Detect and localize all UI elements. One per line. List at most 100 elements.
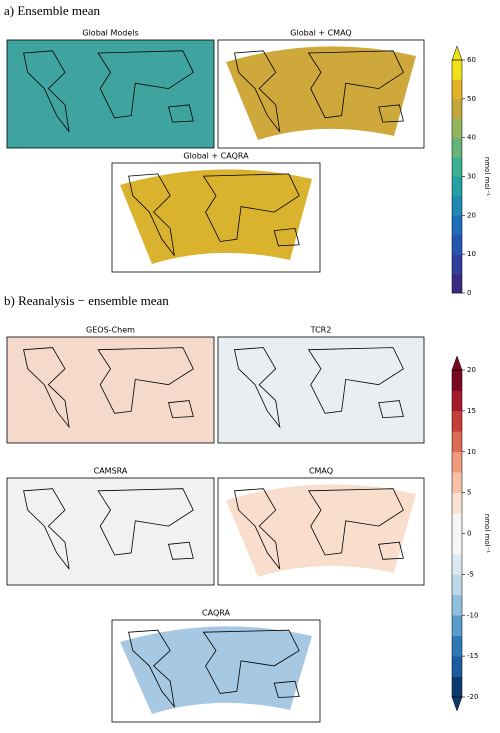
colorbar-swatch: [452, 137, 462, 158]
coastline: [97, 347, 194, 414]
colorbar-swatch: [452, 553, 462, 575]
coastline: [273, 680, 300, 698]
colorbar-swatch: [452, 118, 462, 138]
colorbar-extend: [451, 355, 463, 371]
coastline: [307, 347, 404, 414]
panel-title: Global Models: [82, 29, 138, 38]
panel-title: TCR2: [310, 326, 332, 335]
coastline: [23, 50, 70, 133]
panel-title: Global + CMAQ: [290, 29, 351, 38]
colorbar-swatch: [452, 676, 462, 698]
panel-frame: [6, 477, 215, 586]
coastline: [97, 488, 194, 556]
colorbar-swatch: [452, 656, 462, 677]
panel-frame: [6, 39, 215, 149]
colorbar-tick-label: 40: [467, 134, 476, 142]
coastline: [97, 50, 194, 119]
colorbar-swatch: [452, 410, 462, 432]
panel-frame: [217, 336, 425, 444]
colorbar-swatch: [452, 98, 462, 119]
colorbar-swatch: [452, 635, 462, 657]
coastline: [378, 541, 404, 560]
panel-title: CMAQ: [309, 467, 333, 476]
panel-frame: [111, 162, 321, 273]
map-field: [218, 337, 424, 443]
colorbar-swatch: [452, 615, 462, 636]
coastline: [23, 488, 70, 570]
coastline: [234, 50, 281, 133]
map-field: [7, 40, 214, 148]
colorbar-extend: [451, 696, 463, 712]
map-field: [226, 46, 416, 140]
colorbar-swatch: [452, 451, 462, 473]
colorbar-swatch: [452, 195, 462, 216]
coastline: [273, 227, 300, 247]
section-title: b) Reanalysis − ensemble mean: [4, 293, 169, 308]
section-title: a) Ensemble mean: [4, 3, 101, 18]
colorbar-swatch: [452, 79, 462, 100]
colorbar-label: nmol mol⁻¹: [483, 514, 491, 553]
panel-frame: [111, 619, 321, 723]
coastline: [167, 104, 194, 123]
colorbar-swatch: [452, 492, 462, 514]
coastline: [234, 488, 281, 570]
panel-frame: [6, 336, 215, 444]
colorbar-tick-label: -5: [467, 570, 474, 578]
coastline: [307, 488, 404, 556]
map-field: [7, 337, 214, 443]
colorbar-swatch: [452, 60, 462, 80]
colorbar-swatch: [452, 513, 462, 534]
colorbar-tick-label: -10: [467, 611, 478, 619]
colorbar-extend: [451, 45, 463, 61]
panel-frame: [217, 39, 425, 149]
coastline: [202, 173, 300, 242]
colorbar-swatch: [452, 273, 462, 294]
colorbar-swatch: [452, 472, 462, 493]
coastline: [128, 629, 176, 709]
colorbar-tick-label: 10: [467, 250, 476, 258]
coastline: [167, 541, 194, 560]
colorbar-swatch: [452, 215, 462, 236]
colorbar-swatch: [452, 157, 462, 177]
colorbar-tick-label: -20: [467, 693, 478, 701]
coastline: [202, 629, 300, 694]
colorbar-swatch: [452, 254, 462, 274]
colorbar-swatch: [452, 234, 462, 255]
colorbar-tick-label: 15: [467, 407, 476, 415]
colorbar-tick-label: 0: [467, 289, 471, 297]
colorbar-label: nmol mol⁻¹: [483, 157, 491, 196]
panel-title: GEOS-Chem: [86, 326, 135, 335]
panel-title: Global + CAQRA: [183, 152, 249, 161]
colorbar-tick-label: 5: [467, 489, 471, 497]
colorbar-swatch: [452, 370, 462, 391]
colorbar-swatch: [452, 574, 462, 596]
colorbar-tick-label: 10: [467, 448, 476, 456]
panel-frame: [217, 477, 425, 586]
coastline: [234, 347, 281, 429]
coastline: [23, 347, 70, 429]
colorbar-swatch: [452, 390, 462, 412]
map-field: [120, 169, 312, 264]
map-field: [120, 626, 312, 714]
map-field: [7, 478, 214, 585]
colorbar-tick-label: 60: [467, 56, 476, 64]
coastline: [378, 400, 404, 419]
colorbar-swatch: [452, 176, 462, 197]
map-field: [226, 484, 416, 577]
colorbar-tick-label: 20: [467, 366, 476, 374]
panel-title: CAMSRA: [94, 467, 128, 476]
colorbar-tick-label: 30: [467, 173, 476, 181]
coastline: [167, 400, 194, 419]
coastline: [307, 50, 404, 119]
colorbar-tick-label: 0: [467, 530, 471, 538]
colorbar-swatch: [452, 533, 462, 555]
colorbar-tick-label: 20: [467, 211, 476, 219]
coastline: [128, 173, 175, 256]
colorbar-tick-label: -15: [467, 652, 478, 660]
colorbar-tick-label: 50: [467, 95, 476, 103]
colorbar-swatch: [452, 431, 462, 453]
coastline: [378, 104, 404, 123]
panel-title: CAQRA: [202, 609, 230, 618]
colorbar-swatch: [452, 594, 462, 616]
